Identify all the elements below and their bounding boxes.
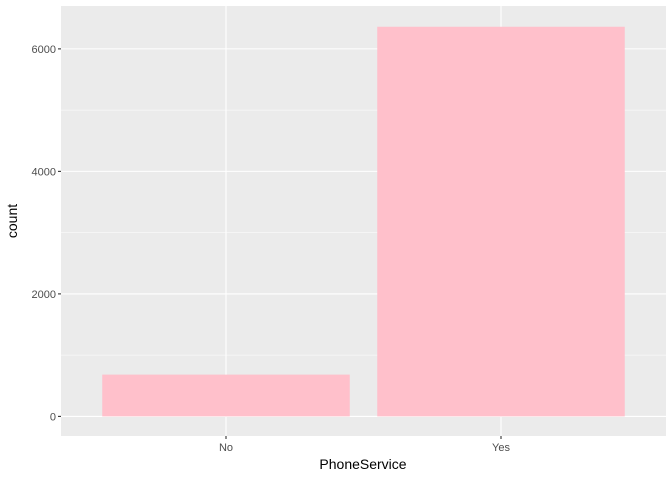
y-axis: 0 2000 4000 6000 xyxy=(32,44,61,423)
y-axis-title: count xyxy=(4,204,20,238)
x-tick-label: No xyxy=(219,442,233,454)
y-tick-label: 6000 xyxy=(32,44,56,56)
bar-yes xyxy=(377,26,625,417)
x-tick-label: Yes xyxy=(492,442,510,454)
x-axis: No Yes xyxy=(219,436,510,454)
bars xyxy=(102,26,625,417)
x-axis-title: PhoneService xyxy=(319,456,406,472)
y-tick-label: 2000 xyxy=(32,289,56,301)
bar-no xyxy=(102,374,350,417)
y-tick-label: 0 xyxy=(50,411,56,423)
y-tick-label: 4000 xyxy=(32,166,56,178)
